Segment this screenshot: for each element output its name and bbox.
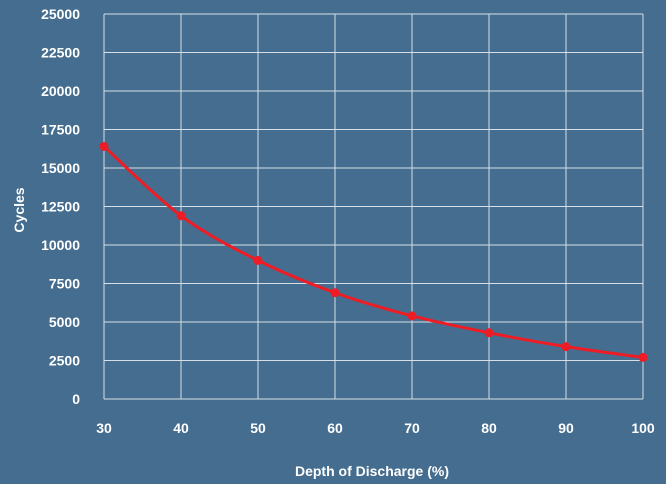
y-tick-label: 2500 (49, 353, 80, 369)
data-point (638, 352, 648, 362)
grid (103, 13, 644, 400)
y-tick-label: 0 (72, 391, 80, 407)
data-point (330, 288, 340, 298)
x-tick-label: 60 (327, 420, 343, 436)
x-tick-label: 100 (631, 420, 655, 436)
series-line (102, 144, 645, 359)
x-axis-ticks: 30 40 50 60 70 80 90 100 (96, 420, 655, 436)
data-point (99, 141, 109, 151)
y-axis-title: Cycles (11, 187, 27, 232)
y-tick-label: 15000 (41, 160, 80, 176)
x-tick-label: 70 (404, 420, 420, 436)
data-point (176, 211, 186, 221)
data-point (484, 328, 494, 338)
x-tick-label: 50 (250, 420, 266, 436)
y-tick-label: 7500 (49, 276, 80, 292)
data-point (253, 255, 263, 265)
y-tick-label: 25000 (41, 6, 80, 22)
series-layer (99, 141, 648, 362)
y-axis-ticks: 0 2500 5000 7500 10000 12500 15000 17500 20000 22… (41, 6, 80, 407)
y-tick-label: 12500 (41, 199, 80, 215)
data-point (561, 342, 571, 352)
y-tick-label: 22500 (41, 45, 80, 61)
x-tick-label: 30 (96, 420, 112, 436)
y-tick-label: 5000 (49, 314, 80, 330)
y-tick-label: 17500 (41, 122, 80, 138)
x-axis-title: Depth of Discharge (%) (295, 463, 449, 479)
y-tick-label: 10000 (41, 237, 80, 253)
data-point (407, 311, 417, 321)
y-tick-label: 20000 (41, 83, 80, 99)
x-tick-label: 90 (558, 420, 574, 436)
x-tick-label: 80 (481, 420, 497, 436)
x-tick-label: 40 (173, 420, 189, 436)
